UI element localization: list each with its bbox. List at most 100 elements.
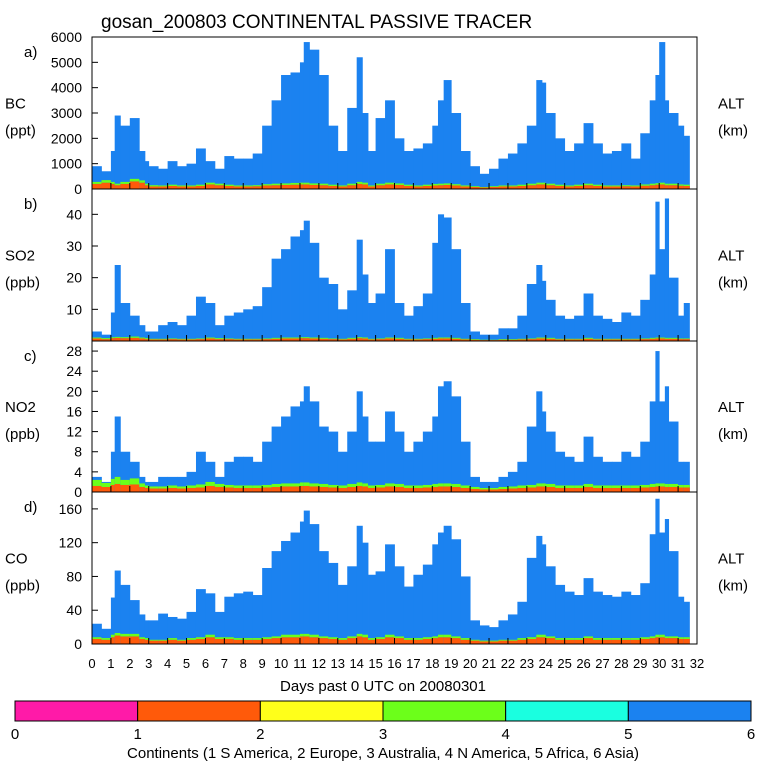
area-bar-continent-2 [507,339,518,341]
area-bar-continent-4 [347,483,358,487]
area-bar-continent-2 [214,486,225,492]
y-tick-label: 0 [74,181,82,197]
area-bar-asia [167,616,178,644]
area-bar-continent-4 [262,637,273,639]
area-bar-continent-4 [158,185,169,187]
x-tick-label: 9 [259,656,266,671]
area-bar-continent-4 [328,484,339,488]
area-bar-continent-4 [507,339,518,340]
area-bar-continent-2 [593,487,603,492]
area-bar-asia [593,456,603,492]
area-bar-continent-4 [318,636,329,639]
area-bar-continent-2 [432,638,439,644]
area-bar-continent-2 [489,489,499,492]
area-bar-continent-4 [167,184,178,186]
area-bar-asia [205,303,216,341]
area-bar-asia [233,158,244,189]
area-bar-continent-4 [299,337,305,339]
area-bar-continent-2 [303,184,310,189]
area-bar-continent-2 [564,339,575,341]
y-tick-label: 80 [66,568,82,584]
area-bar-continent-2 [583,486,594,492]
area-bar-asia [252,153,263,189]
area-bar-continent-4 [422,184,433,186]
area-bar-asia [356,525,363,644]
area-bar-continent-4 [470,639,480,641]
area-bar-asia [602,153,613,189]
area-bar-asia [536,80,543,189]
area-bar-asia [205,161,216,189]
area-bar-continent-4 [186,485,197,488]
area-bar-continent-4 [678,637,685,639]
area-bar-asia [621,451,632,492]
area-bar-continent-4 [243,638,254,640]
area-bar-continent-2 [139,638,146,644]
area-bar-continent-4 [309,634,320,638]
area-bar-continent-2 [271,338,282,341]
y-tick-label: 10 [66,301,82,317]
colorbar-tick-label: 5 [624,726,632,743]
area-bar-continent-4 [574,485,584,488]
area-bar-continent-2 [526,339,537,341]
area-bar-continent-4 [583,483,594,487]
area-bar-continent-4 [403,638,414,640]
area-bar-continent-4 [233,638,244,640]
area-bar-asia [368,303,376,341]
area-bar-continent-2 [362,184,369,189]
area-bar-asia [205,593,216,644]
area-bar-continent-2 [290,486,301,492]
x-tick-label: 2 [126,656,133,671]
area-bar-continent-4 [664,337,670,339]
area-bar-asia [683,601,690,644]
area-bar-continent-4 [541,483,547,487]
area-bar-asia [517,315,528,341]
area-bar-continent-2 [555,487,566,492]
area-bar-continent-2 [290,184,301,189]
y-tick-label: 6000 [51,29,82,45]
area-bar-continent-4 [375,484,386,488]
area-bar-asia [224,596,235,644]
area-bar-continent-4 [252,338,263,340]
area-bar-asia [451,249,462,341]
y-tick-label: 40 [66,206,82,222]
area-bar-continent-2 [252,639,263,644]
area-bar-asia [347,566,358,644]
y-tick-label: 1000 [51,156,82,172]
area-bar-asia [262,287,273,341]
area-bar-continent-2 [328,185,339,189]
area-bar-continent-2 [362,637,369,644]
area-bar-asia [640,299,651,341]
y-tick-label: 0 [74,484,82,500]
area-bar-asia [507,614,518,644]
colorbar-segment-3 [259,700,384,722]
area-bar-asia [148,166,159,189]
area-bar-continent-2 [262,185,273,189]
area-bar-continent-2 [394,184,405,189]
area-bar-asia [356,57,363,190]
area-bar-continent-4 [479,487,490,490]
area-bar-continent-2 [318,338,329,341]
area-bar-continent-4 [114,183,121,186]
area-bar-asia [158,476,169,492]
area-bar-continent-4 [303,633,310,637]
area-bar-continent-2 [224,339,235,341]
area-bar-continent-2 [309,184,320,189]
area-bar-asia [655,351,660,492]
x-tick-label: 18 [425,656,439,671]
y-tick-label: 12 [66,424,82,440]
area-bar-asia [555,138,566,189]
area-bar-asia [640,133,651,189]
area-bar-continent-4 [602,338,613,340]
area-bar-asia [564,456,575,492]
area-bar-continent-2 [356,485,363,492]
area-bar-continent-4 [403,485,414,488]
y-tick-label: 28 [66,343,82,359]
area-bar-asia [114,265,121,341]
area-bar-continent-4 [437,634,445,638]
area-bar-continent-2 [655,184,660,189]
area-bar-continent-2 [129,337,140,341]
area-bar-continent-2 [144,185,150,189]
area-bar-continent-4 [205,481,216,486]
area-bar-continent-2 [271,486,282,492]
area-bar-continent-2 [375,185,386,189]
